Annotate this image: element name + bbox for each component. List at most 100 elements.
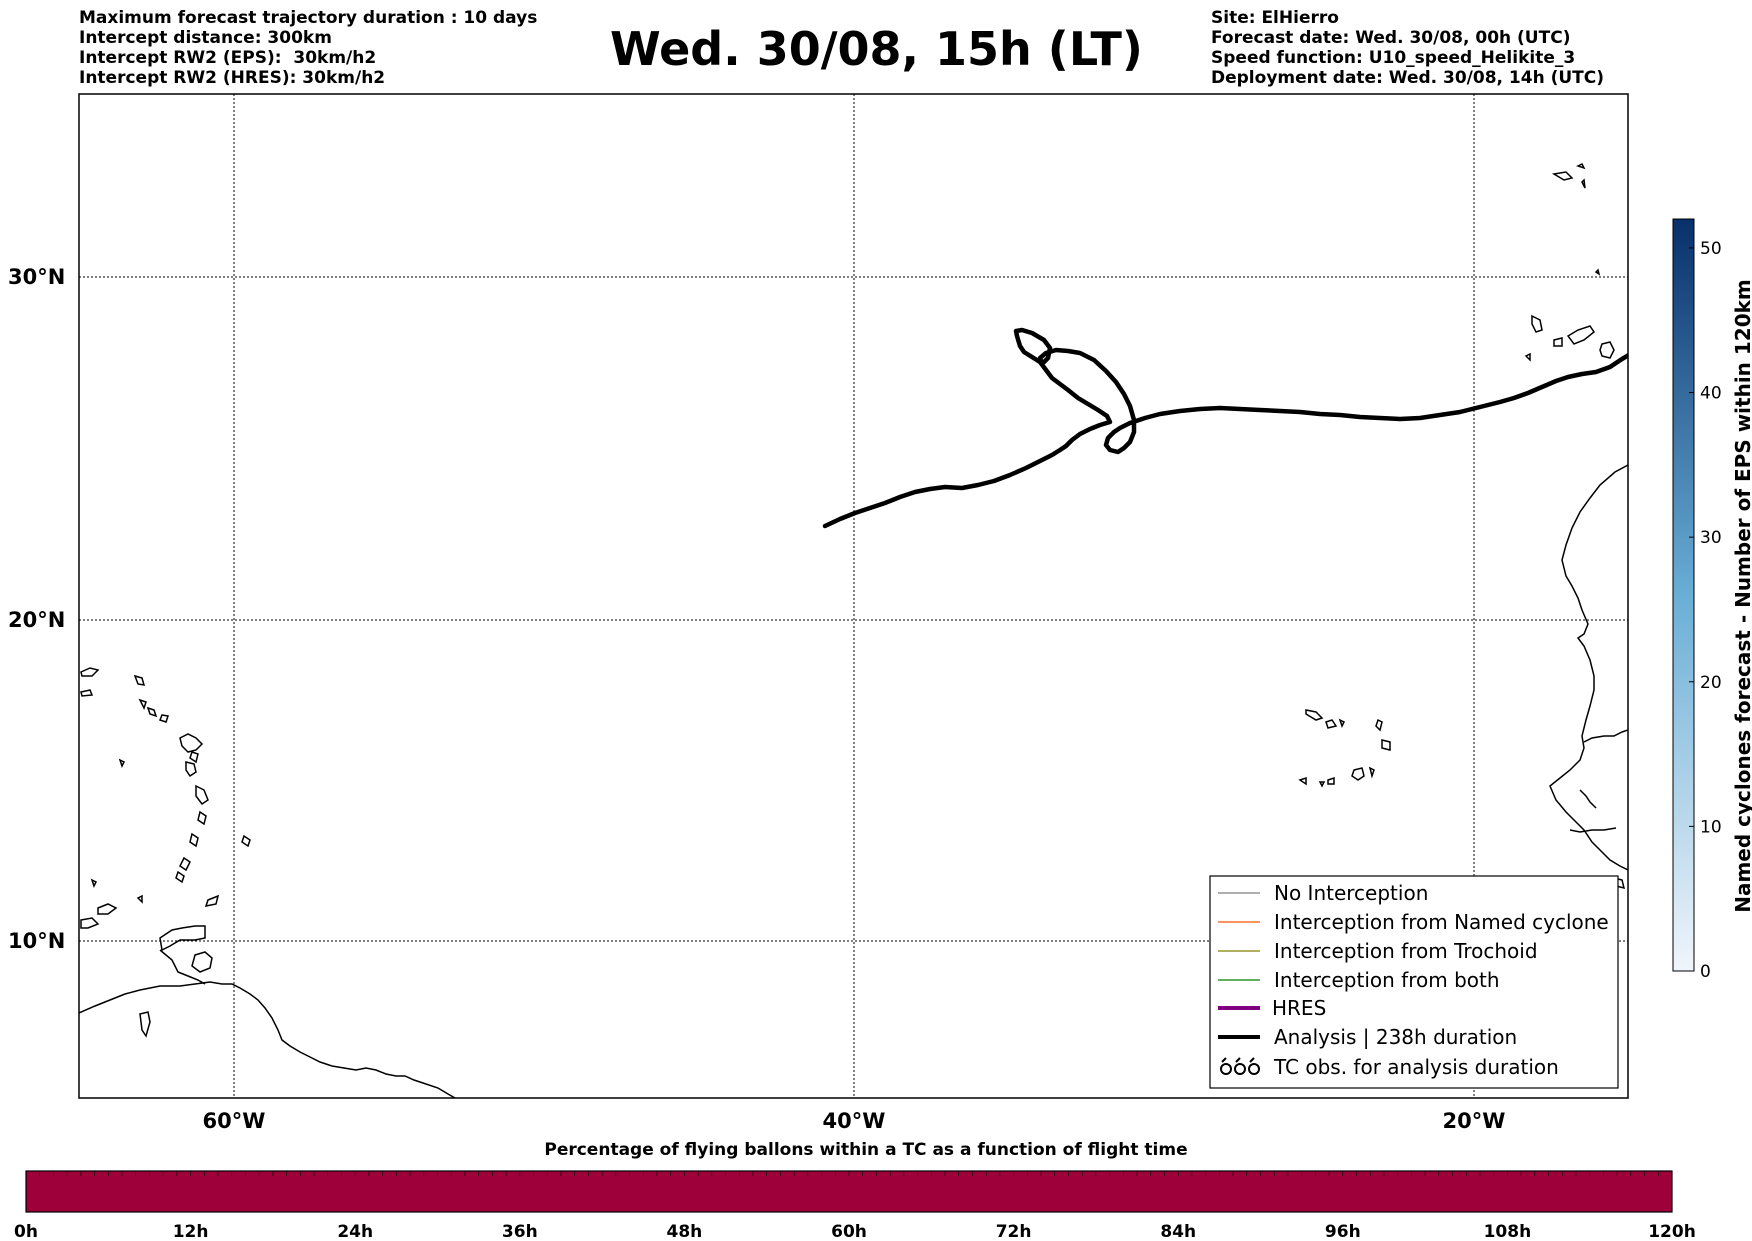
- canary-island: [1553, 337, 1563, 347]
- timebar-ticks: [39, 1171, 1659, 1176]
- cape-verde-island: [1381, 739, 1391, 751]
- cape-verde-island: [1338, 718, 1346, 728]
- info-line: Speed function: U10_speed_Helikite_3: [1211, 48, 1576, 68]
- lat-label-10n: 10°N: [8, 929, 65, 953]
- madeira: [1576, 162, 1586, 170]
- timebar-label: 24h: [337, 1222, 373, 1241]
- cape-verde-island: [1318, 781, 1326, 788]
- island: [204, 894, 220, 907]
- legend-label: No Interception: [1274, 881, 1428, 905]
- island: [118, 758, 126, 768]
- timebar-label: 84h: [1160, 1222, 1196, 1241]
- island: [80, 667, 100, 677]
- timebar-label: 48h: [667, 1222, 703, 1241]
- info-line: Intercept RW2 (HRES): 30km/h2: [79, 68, 386, 88]
- south-america-coast: [79, 981, 456, 1098]
- cape-verde-island: [1351, 767, 1365, 781]
- info-line: Maximum forecast trajectory duration : 1…: [79, 8, 538, 28]
- legend-item-no-interception: No Interception: [1218, 881, 1428, 905]
- colorbar-tick-label: 30: [1700, 528, 1722, 548]
- west-africa-coast: [1549, 464, 1628, 871]
- colorbar-tick-label: 10: [1700, 817, 1722, 837]
- analysis-trajectory: [822, 327, 1628, 529]
- colorbar-tick-label: 20: [1700, 673, 1722, 693]
- timebar-fill: [25, 1170, 1673, 1213]
- canary-island: [1531, 314, 1543, 333]
- tc-symbol-icon: [1220, 1057, 1260, 1075]
- island: [189, 751, 199, 764]
- legend-label: Interception from Trochoid: [1274, 939, 1538, 963]
- madeira: [1581, 178, 1586, 189]
- legend-item-hres: HRES: [1218, 996, 1326, 1020]
- coast-detail: [1579, 789, 1597, 809]
- cape-verde-island: [1305, 709, 1324, 721]
- madeira: [1594, 268, 1601, 276]
- island: [195, 784, 209, 806]
- timebar-label: 72h: [996, 1222, 1032, 1241]
- island: [241, 834, 251, 848]
- lat-label-30n: 30°N: [8, 265, 65, 289]
- timebar-label: 108h: [1484, 1222, 1532, 1241]
- lon-label-40w: 40°W: [823, 1109, 886, 1133]
- run-info-right: Site: ElHierro Forecast date: Wed. 30/08…: [1211, 8, 1604, 88]
- island: [146, 706, 158, 718]
- legend-item-tc-obs: TC obs. for analysis duration: [1220, 1055, 1559, 1079]
- legend-label: TC obs. for analysis duration: [1273, 1055, 1559, 1079]
- canary-island: [1599, 341, 1615, 359]
- island: [159, 714, 169, 723]
- island: [179, 733, 204, 753]
- island: [90, 878, 98, 888]
- run-info-left: Maximum forecast trajectory duration : 1…: [79, 8, 537, 88]
- island: [80, 917, 100, 929]
- colorbar-tick-label: 50: [1700, 239, 1722, 259]
- timebar-label: 96h: [1325, 1222, 1361, 1241]
- legend-label: HRES: [1272, 996, 1326, 1020]
- island: [139, 1011, 151, 1038]
- colorbar-tick-label: 40: [1700, 384, 1722, 404]
- island: [97, 903, 118, 915]
- canary-island: [1524, 352, 1531, 362]
- colorbar-gradient: [1672, 218, 1695, 972]
- island: [136, 894, 143, 904]
- timebar: Percentage of flying ballons within a TC…: [14, 1140, 1696, 1241]
- legend-box: [1209, 875, 1619, 1089]
- legend-item-analysis: Analysis | 238h duration: [1218, 1025, 1517, 1049]
- island: [175, 870, 185, 884]
- trajectories: [822, 327, 1628, 529]
- island: [185, 761, 197, 778]
- lon-label-20w: 20°W: [1443, 1109, 1506, 1133]
- island: [189, 832, 199, 848]
- trinidad: [191, 951, 213, 973]
- island: [138, 698, 147, 710]
- timebar-label: 12h: [173, 1222, 209, 1241]
- info-line: Forecast date: Wed. 30/08, 00h (UTC): [1211, 28, 1571, 48]
- island: [80, 689, 94, 697]
- legend-item-both: Interception from both: [1218, 968, 1500, 992]
- legend-label: Interception from both: [1274, 968, 1500, 992]
- guinea-coast: [1569, 827, 1617, 833]
- legend-label: Interception from Named cyclone: [1274, 910, 1609, 934]
- venezuela-coast: [159, 925, 206, 952]
- cape-verde-island: [1325, 719, 1338, 729]
- senegal-coast: [1583, 729, 1628, 743]
- timebar-label: 120h: [1648, 1222, 1696, 1241]
- info-line: Intercept distance: 300km: [79, 28, 332, 48]
- legend-item-named-cyclone: Interception from Named cyclone: [1218, 910, 1609, 934]
- cape-verde-island: [1368, 766, 1375, 779]
- legend-label: Analysis | 238h duration: [1274, 1025, 1517, 1049]
- coastlines: [79, 162, 1628, 1098]
- island: [197, 810, 207, 826]
- info-line: Intercept RW2 (EPS): 30km/h2: [79, 48, 377, 68]
- lon-label-60w: 60°W: [203, 1109, 266, 1133]
- colorbar-tick-label: 0: [1700, 962, 1711, 982]
- timebar-label: 36h: [502, 1222, 538, 1241]
- island: [133, 674, 146, 686]
- cape-verde-island: [1375, 718, 1383, 732]
- timebar-labels: 0h 12h 24h 36h 48h 60h 72h 84h 96h 108h 120h: [14, 1222, 1696, 1241]
- cape-verde-island: [1298, 776, 1307, 786]
- island: [179, 856, 191, 872]
- timebar-label: 0h: [14, 1222, 38, 1241]
- info-line: Site: ElHierro: [1211, 8, 1339, 28]
- map-frame: [78, 93, 1629, 1099]
- paria-peninsula: [159, 949, 206, 985]
